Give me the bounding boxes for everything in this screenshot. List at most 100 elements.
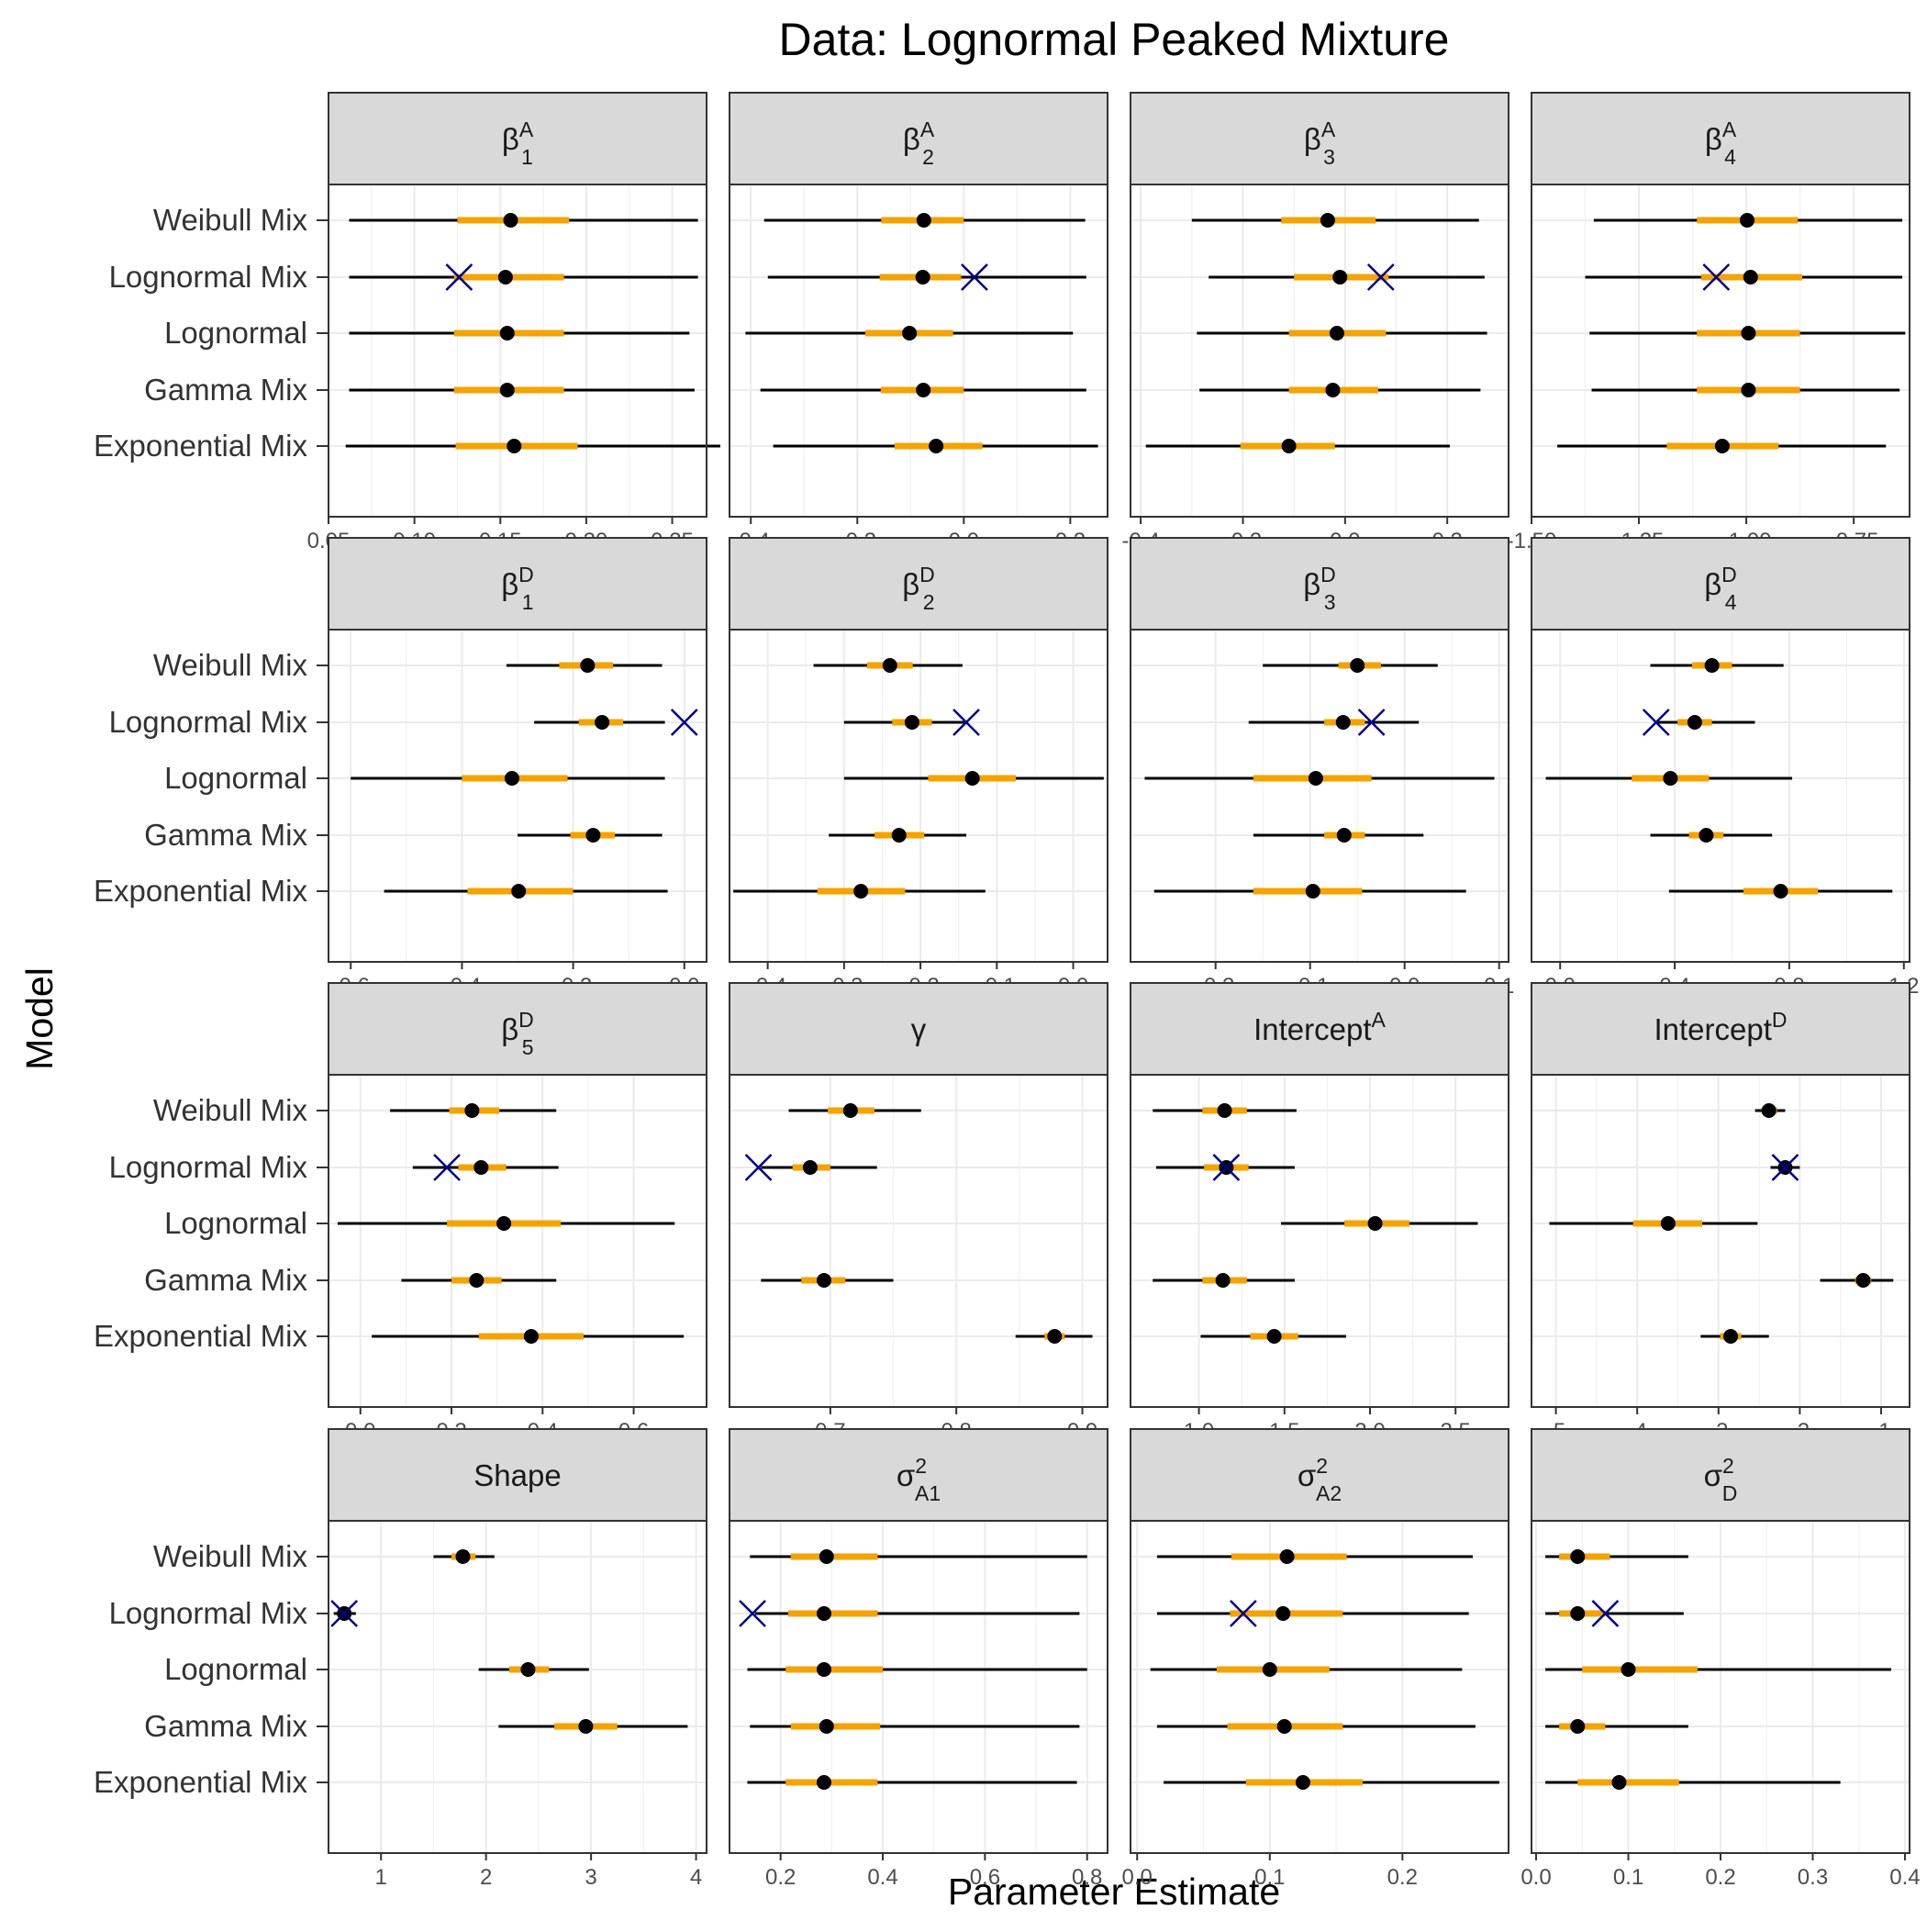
point-estimate [1332, 270, 1348, 285]
point-estimate [595, 715, 610, 730]
point-estimate [1741, 326, 1756, 341]
point-estimate [1281, 439, 1297, 453]
x-tick-label: 3 [585, 1865, 596, 1890]
plot-background [1131, 1521, 1509, 1853]
facet-panel: σ2 A2 0.0 0.1 0.2 [1122, 1428, 1509, 1890]
facet-strip [1531, 1428, 1910, 1522]
panel-border [1130, 629, 1509, 963]
facet-panel: βD40.00.40.81.2 [1531, 537, 1919, 999]
panel-border [729, 184, 1108, 518]
x-tick-label: 0.6 [970, 1865, 1000, 1890]
model-label: Weibull Mix [153, 1093, 308, 1127]
point-estimate [1367, 1216, 1383, 1231]
panels-group: Weibull Mix Lognormal Mix Lognormal Gamma M… [94, 92, 1921, 1890]
x-tick-label: 0.1 [1254, 1865, 1285, 1890]
point-estimate [916, 213, 931, 228]
point-estimate [1320, 213, 1335, 228]
point-estimate [1611, 1775, 1627, 1790]
x-tick-label: 0.4 [867, 1865, 897, 1890]
facet-strip [729, 537, 1108, 631]
facet-strip-label: σ2 A2 [1298, 1454, 1342, 1505]
facet-strip-label: βD 4 [1704, 563, 1737, 614]
point-estimate [1047, 1329, 1063, 1344]
panel-border [1531, 184, 1910, 518]
model-label: Gamma Mix [144, 1263, 307, 1297]
panel-border [1130, 1074, 1509, 1408]
point-estimate [1773, 884, 1788, 899]
true-value-marker [1229, 1600, 1257, 1627]
plot-background [730, 1075, 1108, 1407]
facet-strip [1130, 92, 1509, 185]
facet-strip-label: βA 4 [1705, 117, 1737, 169]
point-estimate [511, 884, 527, 899]
model-label: Weibull Mix [153, 203, 308, 237]
point-estimate [580, 658, 596, 673]
facet-strip [328, 982, 707, 1076]
panel-border [328, 1074, 707, 1408]
point-estimate [507, 439, 522, 453]
point-estimate [1660, 1216, 1676, 1231]
facet-strip-label: βA 2 [903, 117, 935, 169]
facet-strip [1531, 982, 1910, 1076]
point-estimate [520, 1662, 536, 1677]
point-estimate [964, 771, 980, 786]
chart-title: Data: Lognormal Peaked Mixture [779, 14, 1450, 65]
facet-strip-label: βA 1 [502, 117, 534, 169]
point-estimate [469, 1273, 485, 1288]
facet-strip-label: βD 3 [1303, 563, 1336, 614]
x-tick-label: 0.2 [1387, 1865, 1418, 1890]
point-estimate [1217, 1103, 1232, 1118]
facet-strip [1130, 537, 1509, 631]
point-estimate [819, 1719, 834, 1734]
point-estimate [817, 1775, 831, 1790]
point-estimate [915, 270, 930, 285]
facet-strip-label: βA 3 [1304, 117, 1336, 169]
plot-background [730, 630, 1108, 962]
point-estimate [1266, 1329, 1282, 1344]
facet-strip-label: βD 1 [501, 563, 534, 614]
facet-panel: βA3-0.4-0.20.00.2 [1121, 92, 1509, 553]
x-tick-label: 0.0 [1520, 1865, 1551, 1890]
facet-strip-label: Shape [473, 1458, 561, 1492]
model-label: Lognormal Mix [109, 1596, 308, 1630]
plot-background [730, 184, 1108, 517]
point-estimate [504, 771, 519, 786]
true-value-marker [1357, 709, 1386, 736]
facet-panel: βD2-0.4-0.3-0.2-0.10.0 [729, 537, 1108, 999]
plot-background [1131, 184, 1509, 517]
model-label: Gamma Mix [144, 373, 307, 407]
true-value-marker [961, 263, 988, 291]
facet-panel: γ0.70.80.9 [729, 982, 1108, 1444]
plot-background [730, 1521, 1108, 1853]
model-label: Exponential Mix [94, 874, 307, 908]
x-tick-label: 4 [690, 1865, 702, 1890]
plot-background [1131, 1075, 1509, 1407]
point-estimate [497, 270, 513, 285]
point-estimate [1714, 439, 1730, 453]
point-estimate [1699, 828, 1714, 843]
true-value-marker [1702, 263, 1731, 291]
facet-strip-label: βD 2 [902, 563, 935, 614]
facet-strip [729, 1428, 1108, 1522]
facet-strip-label: σ2 D [1704, 1454, 1738, 1505]
true-value-marker [1366, 263, 1395, 291]
point-estimate [1295, 1775, 1310, 1790]
model-label: Exponential Mix [94, 1765, 307, 1799]
facet-panel: βA2-0.4-0.20.00.2 [729, 92, 1108, 553]
facet-strip [328, 1428, 707, 1522]
panel-border [1130, 184, 1509, 518]
point-estimate [929, 439, 944, 453]
point-estimate [1743, 270, 1758, 285]
true-value-marker [445, 263, 473, 291]
panel-border [729, 1074, 1108, 1408]
true-value-marker [952, 709, 980, 736]
point-estimate [473, 1160, 489, 1175]
panel-border [328, 184, 707, 518]
model-label: Gamma Mix [144, 818, 307, 852]
model-label: Weibull Mix [153, 1539, 308, 1573]
x-tick-label: 1 [375, 1865, 387, 1890]
facet-strip-label: γ [911, 1012, 927, 1046]
point-estimate [455, 1549, 471, 1564]
